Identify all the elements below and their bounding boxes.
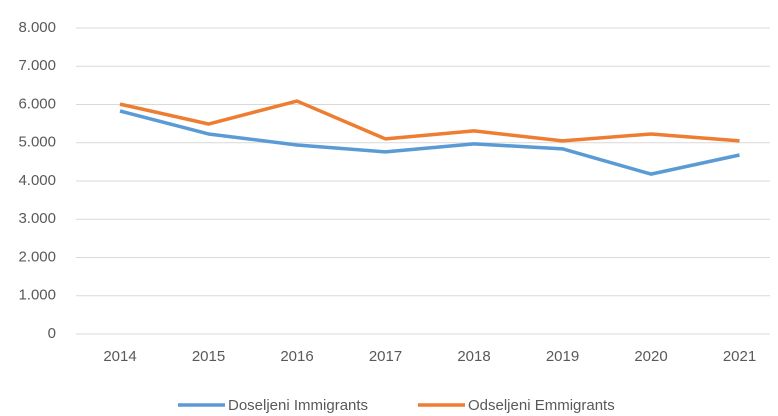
y-tick-label: 1.000	[18, 287, 56, 304]
y-tick-label: 2.000	[18, 248, 56, 265]
y-tick-label: 4.000	[18, 172, 56, 189]
x-tick-label: 2018	[457, 348, 490, 365]
y-tick-label: 0	[48, 325, 56, 342]
y-tick-label: 6.000	[18, 95, 56, 112]
x-tick-label: 2019	[546, 348, 579, 365]
x-tick-label: 2021	[723, 348, 756, 365]
x-tick-label: 2016	[280, 348, 313, 365]
x-tick-label: 2020	[634, 348, 667, 365]
y-tick-label: 5.000	[18, 134, 56, 151]
y-tick-label: 7.000	[18, 57, 56, 74]
x-tick-label: 2015	[192, 348, 225, 365]
x-tick-label: 2017	[369, 348, 402, 365]
series-line	[119, 109, 740, 176]
series-line	[119, 99, 740, 143]
legend-label: Doseljeni Immigrants	[228, 397, 368, 414]
y-tick-label: 3.000	[18, 210, 56, 227]
legend-label: Odseljeni Emmigrants	[468, 397, 615, 414]
x-tick-label: 2014	[103, 348, 136, 365]
y-tick-label: 8.000	[18, 19, 56, 36]
